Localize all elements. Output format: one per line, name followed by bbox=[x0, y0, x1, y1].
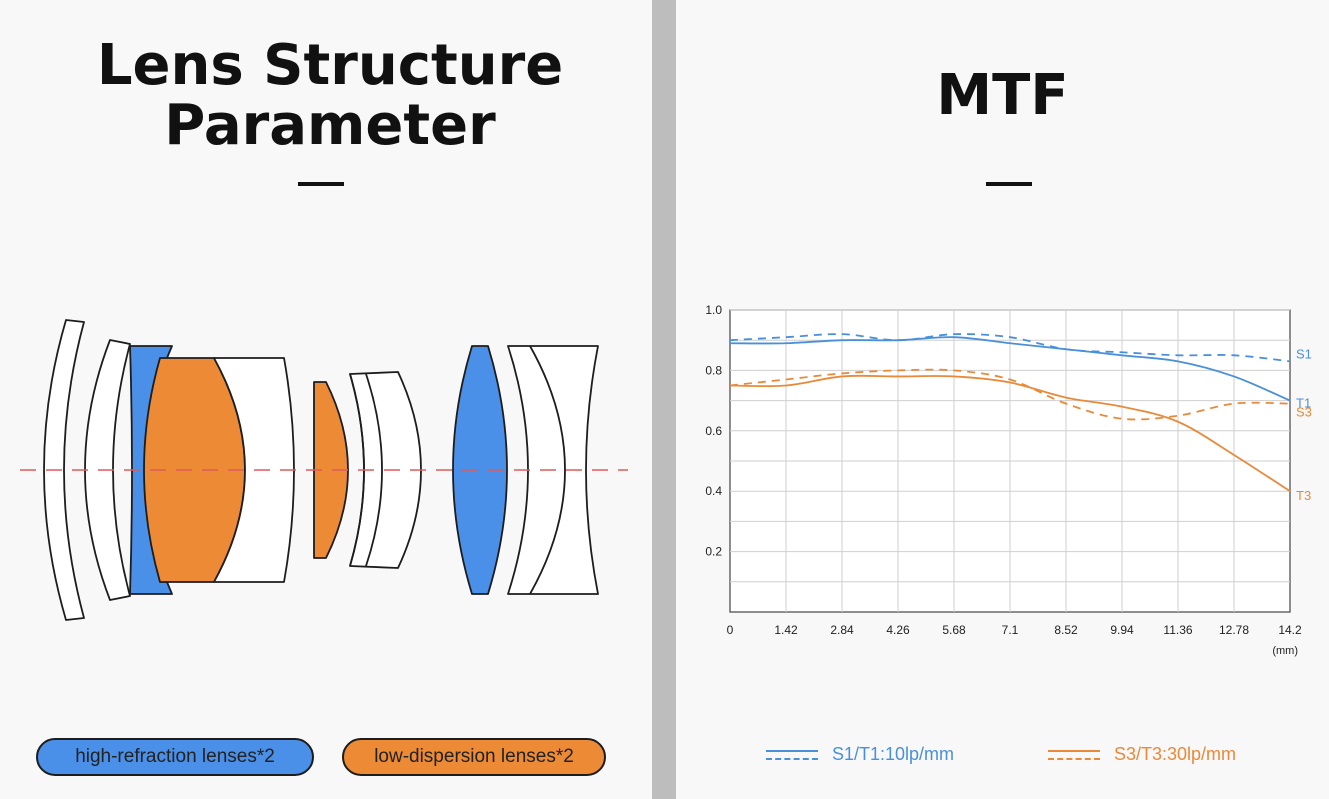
x-tick-label: 11.36 bbox=[1163, 623, 1192, 637]
lens-diagram bbox=[20, 319, 628, 621]
x-tick-label: 12.78 bbox=[1219, 623, 1249, 637]
series-s3-label: S3 bbox=[1296, 405, 1312, 420]
series-t3-line bbox=[729, 374, 1291, 492]
y-tick-label: 0.2 bbox=[705, 545, 722, 559]
title-underline bbox=[298, 182, 344, 186]
x-tick-label: 0 bbox=[727, 623, 734, 637]
legend-s3-t3: S3/T3:30lp/mm bbox=[1048, 744, 1236, 765]
title-line-1: Lens Structure bbox=[96, 33, 564, 98]
panel-divider bbox=[652, 0, 676, 799]
legend-s1-t1-symbol bbox=[766, 748, 818, 762]
high-refraction-lens-2 bbox=[452, 345, 508, 595]
x-tick-label: 8.52 bbox=[1054, 623, 1078, 637]
legend-s3-t3-label: S3/T3:30lp/mm bbox=[1114, 744, 1237, 764]
y-tick-label: 0.6 bbox=[705, 424, 722, 438]
legend-high-refraction: high-refraction lenses*2 bbox=[36, 738, 314, 776]
lens-element-1 bbox=[43, 319, 85, 621]
title-line-2: Parameter bbox=[164, 93, 496, 158]
x-tick-label: 7.1 bbox=[1002, 623, 1019, 637]
legend-low-dispersion: low-dispersion lenses*2 bbox=[342, 738, 606, 776]
series-s1-line bbox=[729, 333, 1291, 363]
y-tick-label: 0.8 bbox=[705, 363, 722, 377]
mtf-chart: 0 1.42 2.84 4.26 5.68 7.1 8.52 9.94 11.36 12.78 14… bbox=[705, 303, 1312, 657]
series-t1-label: T1 bbox=[1296, 396, 1311, 411]
series-t3-label: T3 bbox=[1296, 488, 1311, 503]
low-dispersion-lens-2 bbox=[313, 381, 349, 559]
mtf-panel: MTF 0 1.42 2.84 4.26 5.68 7.1 8.52 9.94 11.36 12.… bbox=[676, 0, 1329, 799]
lens-structure-panel: Lens Structure Parameter bbox=[0, 0, 652, 799]
x-tick-label: 9.94 bbox=[1110, 623, 1134, 637]
x-tick-label: 4.26 bbox=[886, 623, 910, 637]
series-t1-line bbox=[729, 336, 1291, 402]
x-axis-unit: (mm) bbox=[1272, 645, 1298, 657]
x-tick-label: 1.42 bbox=[774, 623, 798, 637]
lens-structure-title: Lens Structure Parameter bbox=[60, 36, 600, 156]
series-s1-label: S1 bbox=[1296, 346, 1312, 361]
mtf-title: MTF bbox=[936, 63, 1069, 128]
legend-s3-t3-symbol bbox=[1048, 748, 1100, 762]
series-s3-line bbox=[729, 368, 1291, 421]
title-underline bbox=[986, 182, 1032, 186]
x-tick-label: 2.84 bbox=[830, 623, 854, 637]
legend-s1-t1-label: S1/T1:10lp/mm bbox=[832, 744, 955, 764]
x-tick-label: 5.68 bbox=[942, 623, 966, 637]
x-tick-label: 14.2 bbox=[1278, 623, 1302, 637]
y-tick-label: 0.4 bbox=[705, 484, 722, 498]
legend-s1-t1: S1/T1:10lp/mm bbox=[766, 744, 954, 765]
y-tick-label: 1.0 bbox=[705, 303, 722, 317]
